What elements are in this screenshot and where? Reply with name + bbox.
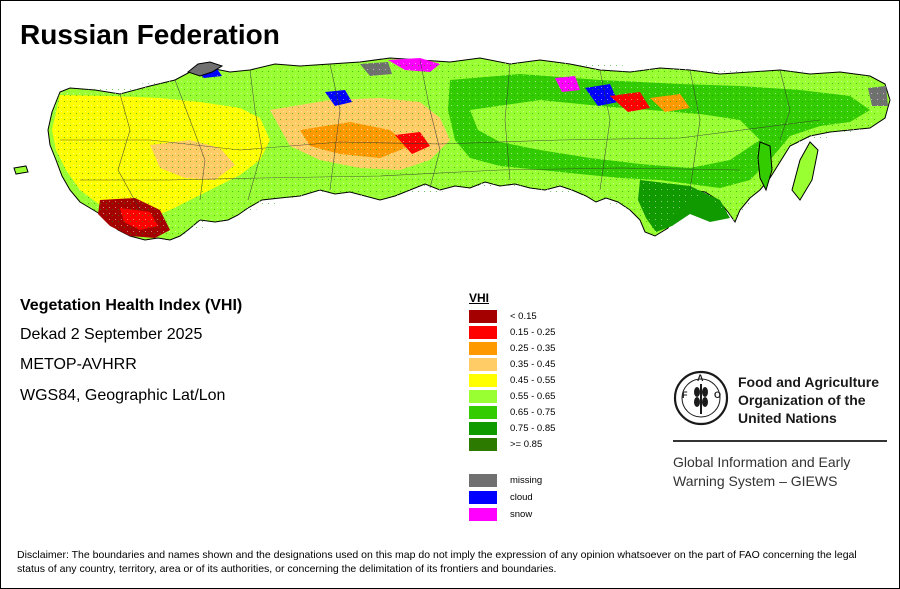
fao-org-name: Food and Agriculture Organization of the… <box>738 373 879 427</box>
legend-item: 0.35 - 0.45 <box>469 358 555 371</box>
legend-swatch <box>469 342 497 355</box>
giews-name: Global Information and Early Warning Sys… <box>673 453 850 491</box>
legend-item-missing: missing <box>469 474 542 487</box>
legend-label: 0.35 - 0.45 <box>510 359 556 370</box>
fao-logo-letter-a: A <box>697 373 704 383</box>
info-sensor: METOP-AVHRR <box>20 356 137 373</box>
legend-label: 0.15 - 0.25 <box>510 327 556 338</box>
kaliningrad <box>13 165 29 175</box>
legend-label: 0.55 - 0.65 <box>510 391 556 402</box>
legend-label: 0.25 - 0.35 <box>510 343 556 354</box>
legend-item: 0.55 - 0.65 <box>469 390 555 403</box>
legend-swatch <box>469 491 497 504</box>
region-borders <box>60 59 821 211</box>
divider <box>673 440 887 442</box>
vhi-map <box>13 57 891 241</box>
fao-logo: F A O <box>673 370 729 426</box>
legend-label: 0.75 - 0.85 <box>510 423 556 434</box>
fao-org-line: Organization of the <box>738 392 866 408</box>
legend-swatch <box>469 474 497 487</box>
legend-label: snow <box>510 509 533 520</box>
legend-label: 0.65 - 0.75 <box>510 407 556 418</box>
legend-item: >= 0.85 <box>469 438 542 451</box>
legend-item: 0.65 - 0.75 <box>469 406 555 419</box>
legend-label: >= 0.85 <box>510 439 543 450</box>
info-dekad: Dekad 2 September 2025 <box>20 326 203 343</box>
legend-item: 0.25 - 0.35 <box>469 342 555 355</box>
info-projection: WGS84, Geographic Lat/Lon <box>20 387 226 404</box>
fao-org-line: United Nations <box>738 410 837 426</box>
legend-title: VHI <box>469 291 490 305</box>
giews-line: Global Information and Early <box>673 454 851 470</box>
disclaimer-text: Disclaimer: The boundaries and names sho… <box>17 549 857 575</box>
novaya-zemlya <box>186 61 224 77</box>
legend-swatch <box>469 358 497 371</box>
giews-line: Warning System – GIEWS <box>673 473 838 489</box>
legend-swatch <box>469 310 497 323</box>
legend-swatch <box>469 422 497 435</box>
legend-label: < 0.15 <box>510 311 537 322</box>
legend-item: 0.15 - 0.25 <box>469 326 555 339</box>
legend-item: 0.45 - 0.55 <box>469 374 555 387</box>
legend-swatch <box>469 508 497 521</box>
legend-item: 0.75 - 0.85 <box>469 422 555 435</box>
legend-swatch <box>469 438 497 451</box>
legend-swatch <box>469 406 497 419</box>
legend-item-snow: snow <box>469 508 532 521</box>
legend-label: 0.45 - 0.55 <box>510 375 556 386</box>
sakhalin-island <box>757 141 773 192</box>
fao-logo-letter-o: O <box>714 390 721 400</box>
legend-swatch <box>469 390 497 403</box>
fao-logo-letter-f: F <box>682 390 688 400</box>
legend-label: cloud <box>510 492 533 503</box>
legend-item: < 0.15 <box>469 310 537 323</box>
landmass-texture <box>52 60 890 236</box>
info-index-name: Vegetation Health Index (VHI) <box>20 297 243 314</box>
map-title: Russian Federation <box>20 19 280 50</box>
legend-label: missing <box>510 475 543 486</box>
kamchatka <box>791 141 819 201</box>
fao-org-line: Food and Agriculture <box>738 374 880 390</box>
legend-swatch <box>469 326 497 339</box>
legend-item-cloud: cloud <box>469 491 533 504</box>
legend-swatch <box>469 374 497 387</box>
